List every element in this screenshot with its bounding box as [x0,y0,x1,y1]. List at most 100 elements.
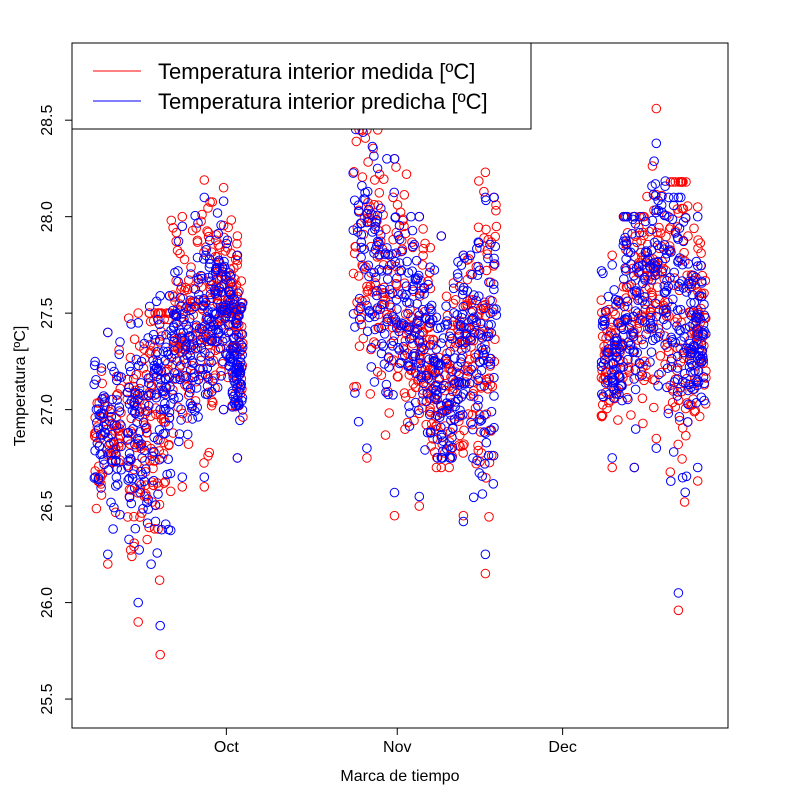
data-point [232,250,243,261]
data-point [424,314,435,325]
data-point [652,299,662,310]
data-point [208,397,218,408]
data-point [149,524,160,534]
data-point [377,284,387,295]
data-point [442,348,452,359]
data-point [483,450,494,461]
data-point [369,377,380,387]
data-point [354,207,364,217]
data-point [187,304,197,315]
data-point [607,260,618,270]
data-point [148,480,159,491]
data-point [193,374,204,385]
data-point [159,404,169,415]
data-point [153,365,163,375]
data-point [651,207,661,218]
data-point [657,266,668,277]
data-point [233,400,244,411]
legend-label: Temperatura interior predicha [ºC] [158,89,488,114]
x-axis: Oct Nov Dec [214,728,577,756]
y-tick-label: 28.5 [39,105,56,136]
data-point [418,389,428,399]
data-point [382,154,392,164]
data-point [419,283,430,294]
data-point [171,373,181,384]
data-point [213,344,224,354]
data-point [400,228,411,239]
data-point [613,415,623,425]
data-point [123,475,133,485]
data-point [449,353,460,363]
data-point [468,492,479,503]
data-point [199,482,210,492]
data-point [694,344,704,354]
data-point [232,453,243,463]
data-point [370,224,380,235]
data-point [441,291,452,302]
data-point [630,218,641,229]
data-point [215,343,225,353]
data-point [604,331,615,341]
data-point [217,262,228,272]
data-point [634,371,645,382]
data-point [364,312,375,323]
data-point [364,271,374,282]
data-point [643,254,653,265]
data-point [394,326,404,337]
data-point [366,209,376,219]
data-point [207,270,218,280]
data-point [662,275,672,286]
data-point [206,276,216,287]
data-point [664,245,674,255]
data-point [138,417,149,428]
data-point [672,363,683,373]
data-point [424,354,435,365]
data-point [144,400,154,411]
data-point [614,343,625,353]
data-point [148,329,159,340]
data-point [170,374,180,384]
data-point [692,462,703,473]
data-point [164,407,175,418]
data-point [116,407,126,418]
data-point [442,319,453,330]
data-point [428,434,438,444]
data-point [669,377,680,387]
data-point [486,319,496,330]
data-point [684,362,695,372]
data-point [491,205,501,216]
data-point [425,428,436,438]
data-point [457,312,467,323]
data-point [195,364,205,374]
data-point [490,241,501,252]
data-point [469,290,479,300]
data-point [647,161,658,171]
data-point [154,499,165,510]
data-point [356,252,366,263]
data-point [199,458,209,468]
data-point [349,167,359,177]
data-point [603,291,614,302]
data-point [392,280,402,290]
data-point [372,286,382,296]
data-point [124,534,134,545]
data-point [169,394,179,404]
data-point [193,295,204,305]
data-point [224,321,234,331]
data-point [414,317,424,327]
data-point [666,476,676,487]
data-point [356,312,367,323]
data-point [370,311,380,322]
data-point [489,372,499,383]
data-point [356,218,367,229]
data-point [691,312,701,323]
data-point [634,358,645,368]
data-point [355,303,366,314]
data-point [122,387,132,398]
data-point [127,551,137,562]
data-point [414,491,425,502]
data-point [634,227,645,238]
data-point [386,259,397,270]
data-point [160,373,171,384]
data-point [368,143,379,154]
